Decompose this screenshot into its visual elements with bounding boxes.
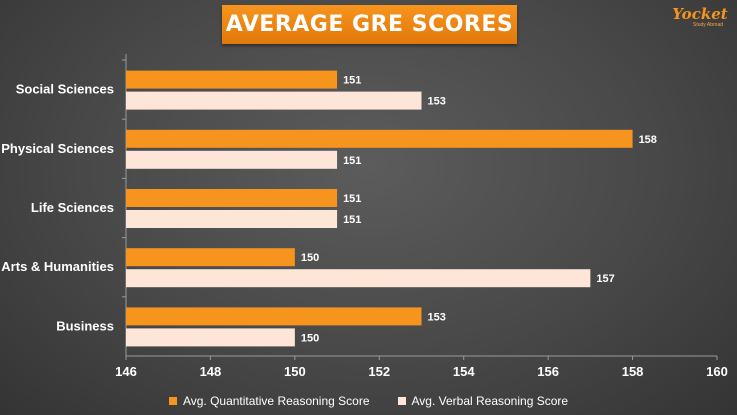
bar-quant	[126, 307, 422, 326]
bar-verbal	[126, 328, 295, 347]
x-tick-label: 152	[368, 364, 390, 379]
data-label: 153	[428, 311, 446, 323]
bar-verbal	[126, 91, 422, 110]
data-label: 157	[596, 273, 614, 285]
chart-title: AVERAGE GRE SCORES	[225, 12, 514, 37]
logo-tagline: Study Abroad	[692, 22, 724, 28]
bar-quant	[126, 248, 295, 267]
bar-verbal	[126, 269, 591, 288]
legend-item-quant: Avg. Quantitative Reasoning Score	[168, 392, 370, 410]
category-label: Arts & Humanities	[1, 259, 114, 274]
yocket-logo: Yocket Study Abroad	[670, 6, 730, 28]
x-tick-label: 160	[706, 364, 728, 379]
bar-quant	[126, 129, 633, 148]
legend-label-verbal: Avg. Verbal Reasoning Score	[411, 394, 569, 408]
data-label: 150	[301, 252, 319, 264]
bar-quant	[126, 70, 338, 89]
bar-verbal	[126, 150, 338, 169]
x-tick-label: 148	[200, 364, 222, 379]
data-label: 151	[343, 155, 361, 167]
category-label: Physical Sciences	[1, 141, 114, 156]
category-label: Social Sciences	[16, 82, 114, 97]
x-tick-label: 146	[115, 364, 137, 379]
bar-verbal	[126, 210, 338, 228]
bar-quant	[126, 189, 338, 207]
legend-swatch-verbal	[397, 397, 406, 405]
category-label: Business	[56, 318, 114, 333]
legend-item-verbal: Avg. Verbal Reasoning Score	[397, 392, 569, 410]
chart-legend: Avg. Quantitative Reasoning Score Avg. V…	[0, 392, 737, 410]
data-label: 151	[343, 214, 361, 226]
logo-brand: Yocket	[672, 5, 728, 23]
x-tick-label: 150	[284, 364, 306, 379]
data-label: 151	[343, 75, 361, 87]
bar-chart: 146 148 150 152 154 156 158 160 Social Sciences 1…	[1, 54, 728, 379]
legend-swatch-quant	[168, 397, 177, 405]
x-tick-label: 154	[453, 364, 475, 379]
x-tick-label: 158	[622, 364, 644, 379]
data-label: 158	[639, 134, 657, 146]
x-tick-label: 156	[537, 364, 559, 379]
data-label: 153	[428, 96, 446, 108]
category-label: Life Sciences	[31, 200, 114, 215]
data-label: 150	[301, 332, 319, 344]
legend-label-quant: Avg. Quantitative Reasoning Score	[182, 394, 370, 408]
data-label: 151	[343, 193, 361, 205]
chart-title-banner: AVERAGE GRE SCORES	[222, 5, 517, 44]
